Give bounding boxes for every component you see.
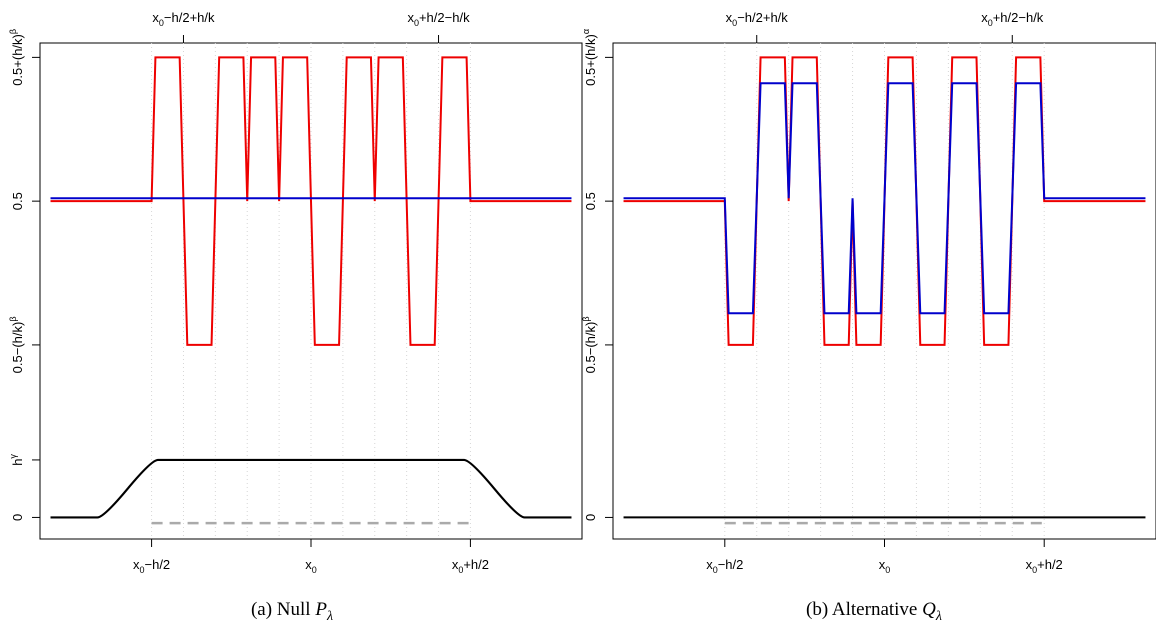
x-tick-label-bottom: x0−h/2 bbox=[706, 557, 743, 575]
panel-alternative: x0−h/2 x0 x0+h/2 x0−h/2+h/k x0+h/2−h/k 0 0.5−(… bbox=[581, 10, 1156, 624]
y-tick-label: 0.5−(h/k)β bbox=[581, 316, 598, 373]
x-tick-label-top: x0−h/2+h/k bbox=[152, 10, 215, 28]
panel-caption: (a) Null Pλ bbox=[251, 599, 333, 624]
blue-series-line bbox=[623, 82, 1146, 315]
x-tick-label-top: x0−h/2+h/k bbox=[726, 10, 789, 28]
y-tick-label: 0.5 bbox=[583, 192, 598, 210]
panel-caption: (b) Alternative Qλ bbox=[806, 599, 942, 624]
y-tick-label: 0 bbox=[583, 514, 598, 521]
panel-null: x0−h/2 x0 x0+h/2 x0−h/2+h/k x0+h/2−h/k 0 hγ 0.5… bbox=[8, 10, 583, 624]
y-tick-label: hγ bbox=[8, 454, 25, 466]
x-tick-label-bottom: x0+h/2 bbox=[1026, 557, 1063, 575]
y-tick-label: 0.5+(h/k)β bbox=[8, 29, 25, 86]
x-tick-label-bottom: x0−h/2 bbox=[133, 557, 170, 575]
y-tick-label: 0.5−(h/k)β bbox=[8, 316, 25, 373]
y-tick-label: 0.5 bbox=[10, 192, 25, 210]
y-tick-label: 0.5+(h/k)α bbox=[581, 29, 598, 86]
red-series-line bbox=[50, 56, 572, 346]
x-tick-label-bottom: x0 bbox=[305, 557, 317, 575]
x-tick-label-bottom: x0+h/2 bbox=[452, 557, 489, 575]
x-tick-label-bottom: x0 bbox=[879, 557, 891, 575]
x-tick-label-top: x0+h/2−h/k bbox=[407, 10, 470, 28]
black-trapezoid-line bbox=[50, 458, 572, 519]
y-tick-label: 0 bbox=[10, 514, 25, 521]
x-tick-label-top: x0+h/2−h/k bbox=[981, 10, 1044, 28]
